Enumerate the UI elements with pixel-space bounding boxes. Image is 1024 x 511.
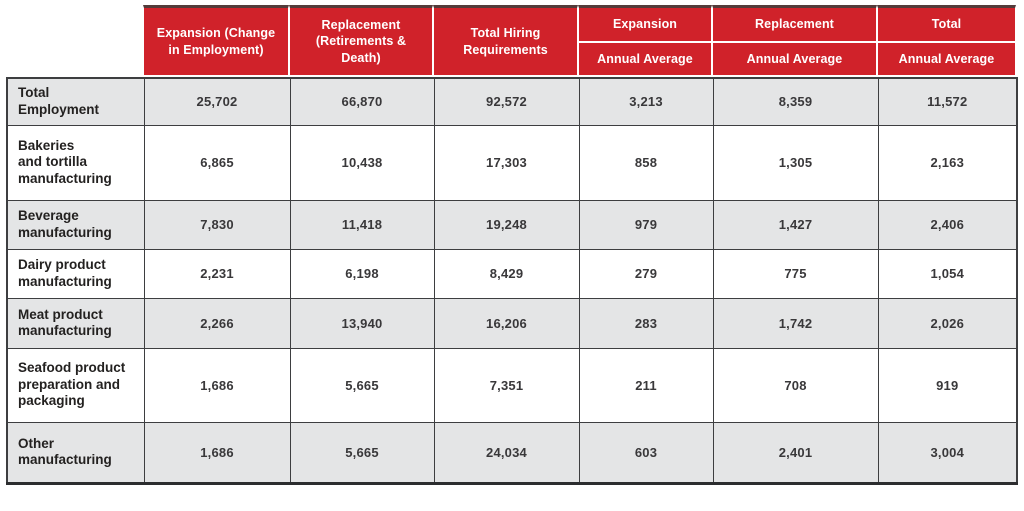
row-label: Seafood product preparation and packagin… (6, 347, 145, 423)
value-cell: 279 (578, 248, 714, 299)
table-row: Bakeries and tortilla manufacturing 6,86… (6, 124, 1018, 201)
row-label: Other manufacturing (6, 421, 145, 485)
header-replacement-retirements: Replacement (Retirements & Death) (289, 5, 433, 75)
header-replacement: Replacement (712, 5, 877, 42)
table-header: Expansion (Change in Employment) Replace… (6, 5, 1016, 75)
header-total-annual-average: Annual Average (877, 42, 1016, 75)
row-label: Total Employment (6, 77, 145, 126)
value-cell: 13,940 (289, 297, 435, 349)
value-cell: 11,418 (289, 199, 435, 250)
value-cell: 858 (578, 124, 714, 201)
value-cell: 10,438 (289, 124, 435, 201)
value-cell: 6,865 (143, 124, 291, 201)
value-cell: 24,034 (433, 421, 580, 485)
value-cell: 16,206 (433, 297, 580, 349)
header-replacement-annual-average: Annual Average (712, 42, 877, 75)
value-cell: 92,572 (433, 77, 580, 126)
value-cell: 17,303 (433, 124, 580, 201)
corner-spacer (6, 5, 143, 42)
value-cell: 603 (578, 421, 714, 485)
value-cell: 979 (578, 199, 714, 250)
value-cell: 1,054 (877, 248, 1018, 299)
value-cell: 1,305 (712, 124, 879, 201)
corner-spacer (6, 42, 143, 75)
row-label: Dairy product manufacturing (6, 248, 145, 299)
value-cell: 11,572 (877, 77, 1018, 126)
header-total-hiring: Total Hiring Requirements (433, 5, 578, 75)
value-cell: 5,665 (289, 421, 435, 485)
value-cell: 2,266 (143, 297, 291, 349)
row-label: Beverage manufacturing (6, 199, 145, 250)
value-cell: 2,406 (877, 199, 1018, 250)
value-cell: 7,351 (433, 347, 580, 423)
value-cell: 919 (877, 347, 1018, 423)
header-total: Total (877, 5, 1016, 42)
table-row: Dairy product manufacturing 2,231 6,198 … (6, 248, 1018, 299)
value-cell: 283 (578, 297, 714, 349)
value-cell: 775 (712, 248, 879, 299)
value-cell: 211 (578, 347, 714, 423)
value-cell: 5,665 (289, 347, 435, 423)
value-cell: 3,213 (578, 77, 714, 126)
hiring-requirements-table: Expansion (Change in Employment) Replace… (6, 5, 1018, 485)
value-cell: 8,429 (433, 248, 580, 299)
table-row: Other manufacturing 1,686 5,665 24,034 6… (6, 421, 1018, 485)
value-cell: 66,870 (289, 77, 435, 126)
row-label: Bakeries and tortilla manufacturing (6, 124, 145, 201)
table-row: Seafood product preparation and packagin… (6, 347, 1018, 423)
table-row: Beverage manufacturing 7,830 11,418 19,2… (6, 199, 1018, 250)
value-cell: 1,686 (143, 347, 291, 423)
header-expansion: Expansion (578, 5, 712, 42)
value-cell: 8,359 (712, 77, 879, 126)
value-cell: 3,004 (877, 421, 1018, 485)
value-cell: 708 (712, 347, 879, 423)
value-cell: 1,686 (143, 421, 291, 485)
table-row: Meat product manufacturing 2,266 13,940 … (6, 297, 1018, 349)
value-cell: 25,702 (143, 77, 291, 126)
table-body: Total Employment 25,702 66,870 92,572 3,… (6, 77, 1018, 485)
value-cell: 1,742 (712, 297, 879, 349)
value-cell: 2,231 (143, 248, 291, 299)
value-cell: 19,248 (433, 199, 580, 250)
table-row: Total Employment 25,702 66,870 92,572 3,… (6, 77, 1018, 126)
header-expansion-change: Expansion (Change in Employment) (143, 5, 289, 75)
value-cell: 6,198 (289, 248, 435, 299)
value-cell: 2,401 (712, 421, 879, 485)
value-cell: 2,026 (877, 297, 1018, 349)
value-cell: 7,830 (143, 199, 291, 250)
value-cell: 2,163 (877, 124, 1018, 201)
value-cell: 1,427 (712, 199, 879, 250)
row-label: Meat product manufacturing (6, 297, 145, 349)
header-expansion-annual-average: Annual Average (578, 42, 712, 75)
